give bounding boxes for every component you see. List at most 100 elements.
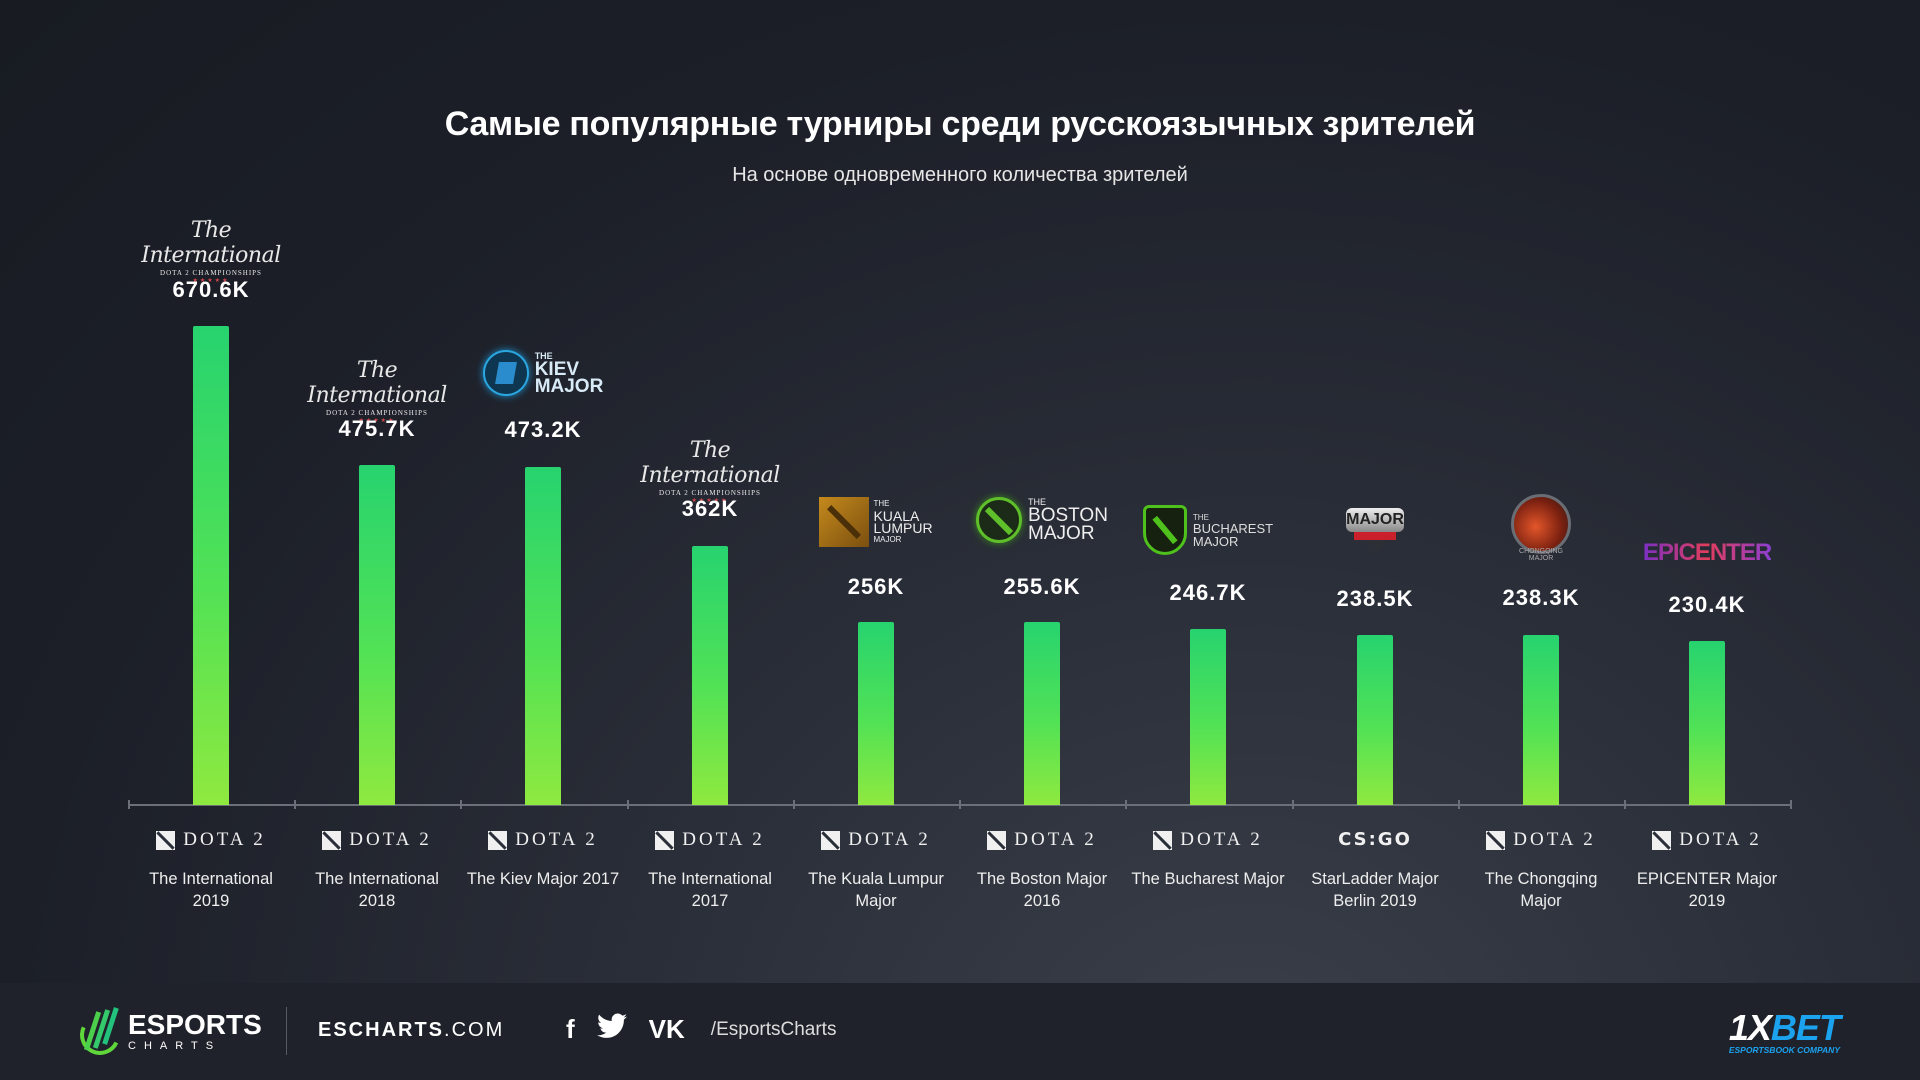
social-links: f VK /EsportsCharts xyxy=(566,1013,836,1046)
ti-logo-sub: DOTA 2 CHAMPIONSHIPS xyxy=(326,409,428,417)
category-label-line2: 2019 xyxy=(192,892,230,910)
ti-logo-sub: DOTA 2 CHAMPIONSHIPS xyxy=(659,489,761,497)
epicenter-wordmark: EPICENTER xyxy=(1642,539,1772,566)
game-label: DOTA 2 xyxy=(349,829,432,850)
chart-title: Самые популярные турниры среди русскоязы… xyxy=(444,105,1476,143)
bucharest-logo-major: MAJOR xyxy=(1192,533,1239,549)
bucharest-major-logo: THE BUCHAREST MAJOR xyxy=(1125,505,1291,555)
boston-logo-boston: BOSTON xyxy=(1028,505,1108,526)
twitter-icon[interactable] xyxy=(596,1013,627,1046)
kuala-lumpur-major-logo: THE KUALA LUMPUR MAJOR xyxy=(793,497,959,547)
site-link[interactable]: ESCHARTS.COM xyxy=(318,1019,504,1042)
value-label: 255.6K xyxy=(1003,574,1081,599)
value-label: 238.3K xyxy=(1502,585,1580,610)
bar[interactable] xyxy=(1190,629,1226,805)
ti-logo-stars: ★★★★★ xyxy=(358,418,396,424)
chongqing-major-logo: CHONGQING MAJOR xyxy=(1458,494,1624,562)
dota2-icon xyxy=(488,830,508,850)
bar[interactable] xyxy=(1357,635,1393,805)
axis-tick xyxy=(627,800,629,809)
sponsor-tagline: ESPORTSBOOK COMPANY xyxy=(1728,1045,1840,1055)
bucharest-logo-bucharest: BUCHAREST xyxy=(1192,520,1274,536)
ti-logo-sub: DOTA 2 CHAMPIONSHIPS xyxy=(160,269,262,277)
category-label-line2: 2017 xyxy=(691,892,729,910)
axis-tick xyxy=(294,800,296,809)
axis-tick xyxy=(1125,800,1127,809)
dota2-icon xyxy=(655,830,675,850)
value-label: 670.6K xyxy=(172,277,250,302)
category-label-line1: The International xyxy=(648,870,772,888)
starladder-major-logo: MAJOR xyxy=(1292,502,1458,560)
category-label: The International 2018 xyxy=(284,868,470,912)
bar[interactable] xyxy=(1523,635,1559,805)
kl-logo-major: MAJOR xyxy=(873,535,902,544)
game-logo-dota2: DOTA 2 xyxy=(294,829,460,851)
bar-group-starladder-berlin: MAJOR 238.5K CS:GO StarLadder Major Berli… xyxy=(1292,0,1458,983)
ti-logo: The International DOTA 2 CHAMPIONSHIPS ★… xyxy=(128,218,294,284)
game-label: DOTA 2 xyxy=(848,829,931,850)
boston-dota-emblem-icon xyxy=(976,497,1023,543)
value-label: 475.7K xyxy=(338,416,416,441)
game-logo-dota2: DOTA 2 xyxy=(1624,829,1790,851)
value-label: 238.5K xyxy=(1336,586,1414,611)
ti-logo-stars: ★★★★★ xyxy=(691,498,729,504)
value-label: 362K xyxy=(681,496,739,521)
category-label-line1: EPICENTER Major xyxy=(1636,870,1778,888)
brand-subname: CHARTS xyxy=(128,1040,222,1052)
category-label: The Boston Major 2016 xyxy=(949,868,1135,912)
category-label: The International 2017 xyxy=(617,868,803,912)
bar-group-ti2017: The International DOTA 2 CHAMPIONSHIPS ★… xyxy=(627,0,793,983)
dota2-icon xyxy=(1486,830,1506,850)
vk-icon[interactable]: VK xyxy=(648,1014,685,1044)
category-label-line1: The Chongqing xyxy=(1484,870,1598,888)
category-label: EPICENTER Major 2019 xyxy=(1614,868,1800,912)
category-label: The International 2019 xyxy=(118,868,304,912)
footer-divider xyxy=(286,1007,287,1055)
category-label-line2: Major xyxy=(1520,892,1562,910)
kiev-major-logo: THE KIEV MAJOR xyxy=(460,350,626,396)
category-label-line2: 2016 xyxy=(1023,892,1061,910)
chongqing-emblem-icon xyxy=(1511,494,1571,554)
bar[interactable] xyxy=(359,465,395,805)
kiev-dota-emblem-icon xyxy=(482,350,529,396)
game-label: DOTA 2 xyxy=(1014,829,1097,850)
bar[interactable] xyxy=(1024,622,1060,805)
axis-tick xyxy=(1624,800,1626,809)
bar-group-chongqing: CHONGQING MAJOR 238.3K DOTA 2 The Chongq… xyxy=(1458,0,1624,983)
category-label-line1: The International xyxy=(149,870,273,888)
bar-group-kiev2017: THE KIEV MAJOR 473.2K DOTA 2 The Kiev Ma… xyxy=(460,0,626,983)
esports-charts-logo[interactable]: ESPORTS CHARTS xyxy=(74,1007,262,1061)
bar[interactable] xyxy=(858,622,894,805)
bar[interactable] xyxy=(525,467,561,805)
category-label-line2: Major xyxy=(855,892,897,910)
bar[interactable] xyxy=(193,326,229,805)
bar-group-boston2016: THE BOSTON MAJOR 255.6K DOTA 2 The Bosto… xyxy=(959,0,1125,983)
dota2-icon xyxy=(322,830,342,850)
value-label: 230.4K xyxy=(1668,592,1746,617)
category-label-line2: 2019 xyxy=(1688,892,1726,910)
game-label: CS:GO xyxy=(1338,829,1412,850)
kl-logo-lumpur: LUMPUR xyxy=(873,520,933,536)
esports-charts-mark-icon xyxy=(74,1007,126,1061)
bar[interactable] xyxy=(692,546,728,805)
game-label: DOTA 2 xyxy=(1679,829,1762,850)
kl-logo-the: THE xyxy=(873,499,890,508)
bar-group-epicenter2019: EPICENTER 230.4K DOTA 2 EPICENTER Major 2… xyxy=(1624,0,1790,983)
social-handle[interactable]: /EsportsCharts xyxy=(710,1018,837,1040)
boston-logo-major: MAJOR xyxy=(1028,523,1095,544)
ti-logo-stars: ★★★★★ xyxy=(192,278,230,284)
brand-name: ESPORTS xyxy=(128,1009,262,1040)
kiev-logo-major: MAJOR xyxy=(534,376,604,397)
sponsor-1xbet-logo[interactable]: 1XBET ESPORTSBOOK COMPANY xyxy=(1728,1010,1841,1056)
bucharest-shield-icon xyxy=(1142,505,1187,555)
game-label: DOTA 2 xyxy=(515,829,598,850)
epicenter-logo: EPICENTER xyxy=(1624,539,1790,567)
kl-dota-emblem-icon xyxy=(819,497,870,547)
sponsor-bet: BET xyxy=(1770,1007,1841,1048)
facebook-icon[interactable]: f xyxy=(566,1014,575,1044)
ti-logo-script: The International xyxy=(307,358,447,408)
ti-logo: The International DOTA 2 CHAMPIONSHIPS ★… xyxy=(294,358,460,424)
bar[interactable] xyxy=(1689,641,1725,805)
dota2-icon xyxy=(1153,830,1173,850)
category-label-line1: The Kiev Major 2017 xyxy=(466,870,620,888)
